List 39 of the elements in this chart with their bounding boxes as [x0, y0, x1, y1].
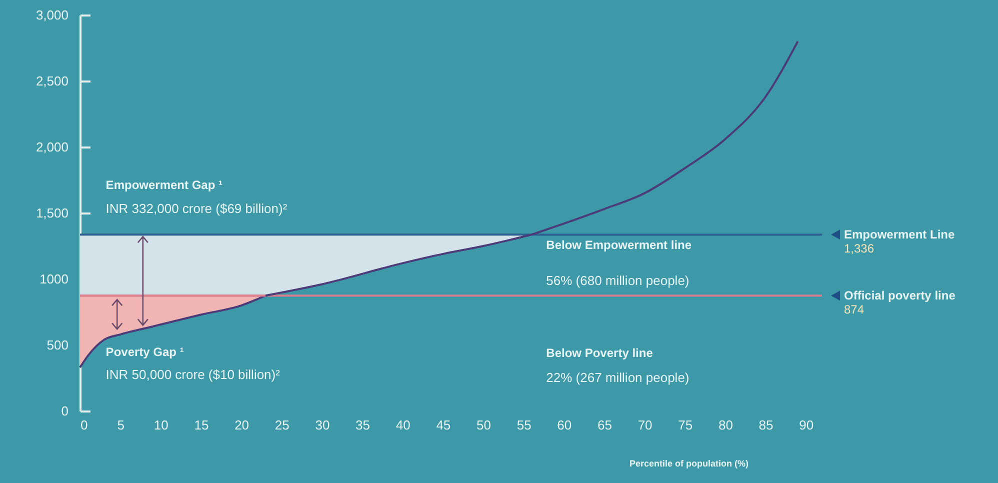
x-tick-label: 45	[436, 418, 451, 432]
x-tick-label: 75	[678, 418, 693, 432]
x-tick-label: 65	[598, 418, 612, 432]
x-tick-label: 20	[234, 418, 250, 432]
x-axis-title: Percentile of population (%)	[629, 458, 748, 468]
annotation: Poverty Gap ¹	[106, 344, 184, 359]
x-tick-label: 40	[396, 418, 410, 432]
x-tick-label: 90	[799, 418, 814, 432]
x-tick-label: 0	[80, 418, 88, 432]
x-tick-label: 5	[117, 418, 124, 432]
y-tick-label: 1,500	[36, 206, 68, 220]
x-tick-label: 35	[356, 418, 370, 432]
x-tick-label: 80	[718, 418, 733, 432]
ref-line-label: Empowerment Line	[844, 228, 956, 242]
ref-line-label: Official poverty line	[844, 288, 956, 303]
y-tick-label: 0	[61, 404, 68, 418]
annotation: Empowerment Gap ¹	[106, 178, 222, 192]
annotation: 56% (680 million people)	[546, 272, 690, 288]
x-tick-label: 50	[476, 418, 491, 432]
annotation: 22% (267 million people)	[546, 370, 690, 385]
y-tick-label: 3,000	[36, 8, 68, 22]
annotation: Below Poverty line	[546, 346, 654, 360]
y-tick-label: 500	[46, 338, 68, 352]
x-tick-label: 55	[516, 418, 532, 432]
y-tick-label: 2,000	[36, 140, 68, 154]
y-tick-label: 2,500	[36, 74, 68, 88]
x-tick-label: 60	[557, 418, 572, 432]
annotation: INR 50,000 crore ($10 billion)²	[106, 366, 281, 382]
x-tick-label: 30	[315, 418, 330, 432]
annotation: Below Empowerment line	[546, 238, 692, 252]
x-tick-label: 25	[274, 418, 290, 432]
annotation: INR 332,000 crore ($69 billion)²	[106, 201, 288, 216]
x-tick-label: 85	[758, 418, 774, 432]
text: 874	[844, 302, 864, 317]
x-tick-label: 10	[154, 418, 168, 432]
x-tick-label: 15	[194, 418, 209, 432]
x-tick-label: 70	[638, 418, 652, 432]
y-tick-label: 1000	[40, 272, 68, 286]
text: 1,336	[844, 242, 874, 256]
